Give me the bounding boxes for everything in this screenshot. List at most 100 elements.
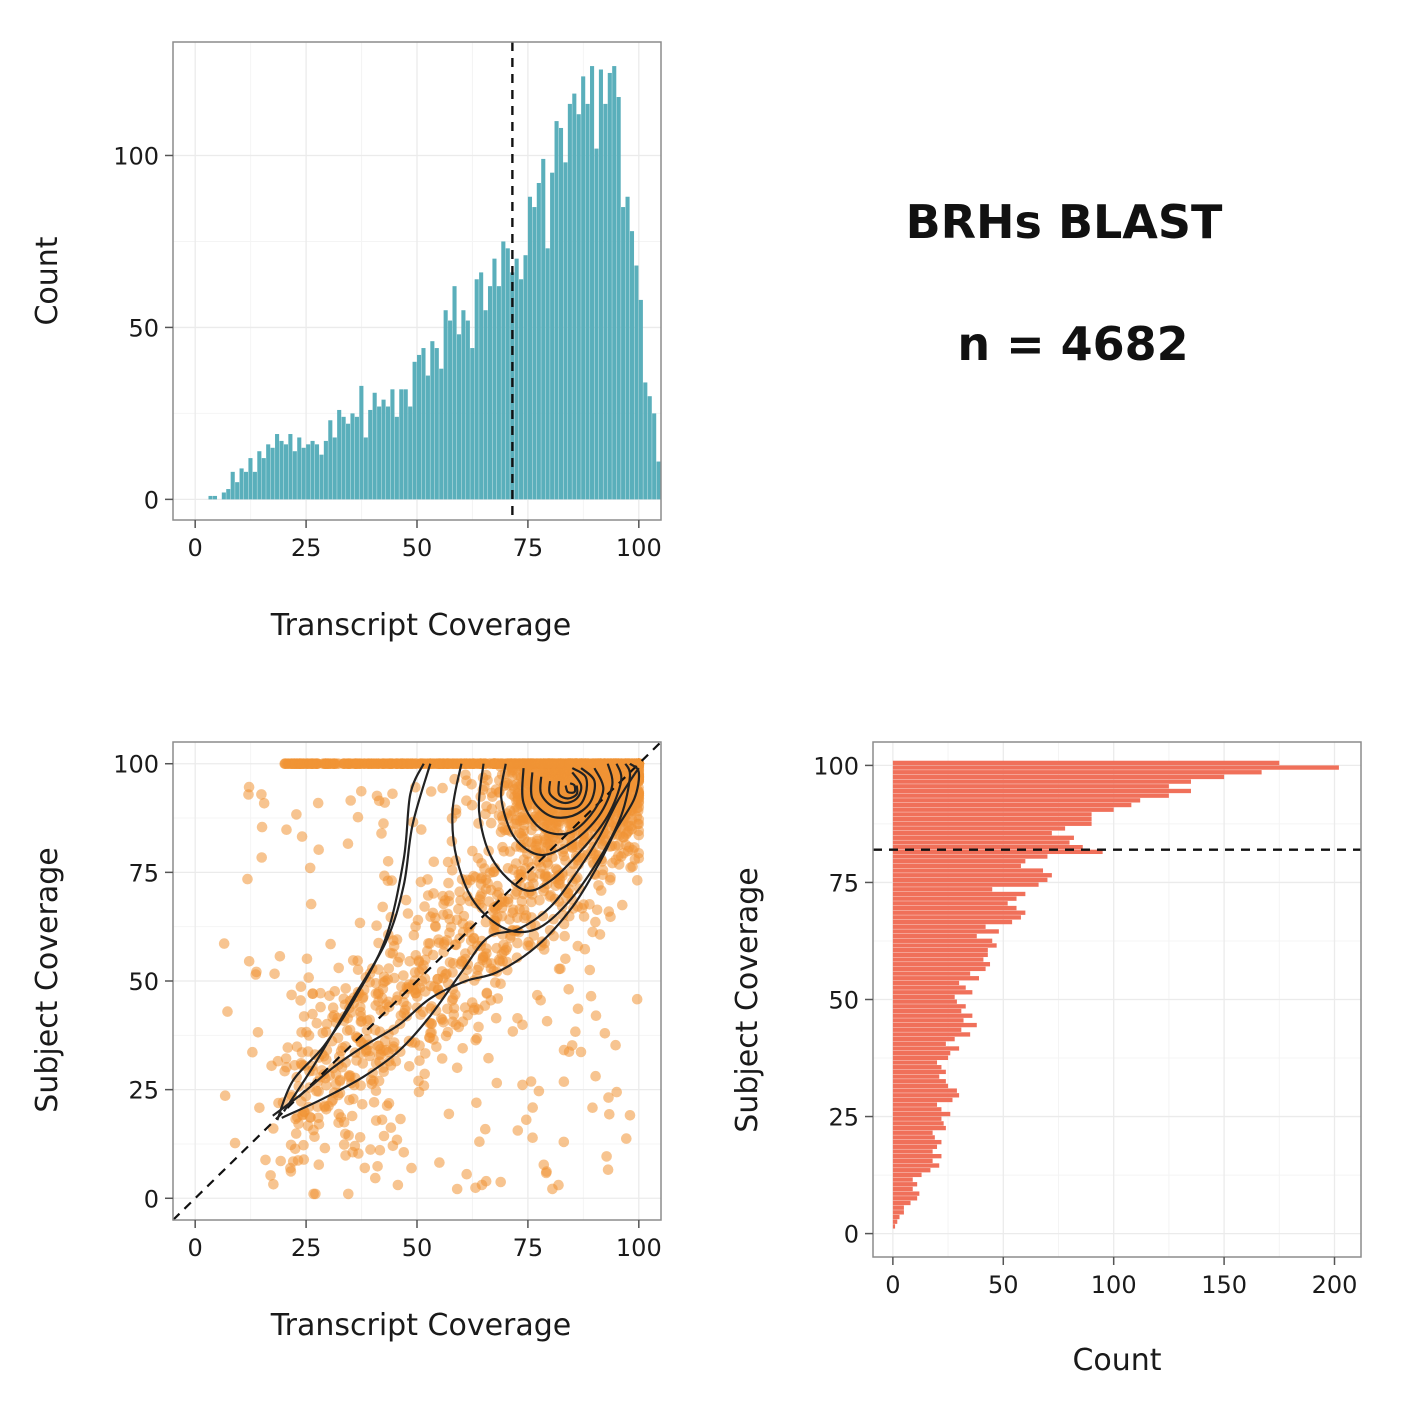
histogram-transcript-bar (585, 103, 590, 500)
scatter-point (343, 1070, 355, 1081)
scatter-point (307, 758, 318, 769)
scatter-point (385, 1122, 397, 1133)
scatter-point (617, 899, 628, 911)
scatter-point (469, 758, 480, 769)
histogram-subject-bar (892, 896, 1017, 901)
histogram-subject-bar (892, 863, 1021, 869)
scatter-point (419, 901, 430, 912)
histogram-subject-bar (892, 1036, 955, 1042)
scatter-point (344, 1094, 355, 1106)
scatter-point (321, 1018, 333, 1030)
scatter-point (438, 946, 450, 958)
scatter-point (218, 938, 230, 949)
scatter-point (388, 1041, 399, 1052)
histogram-transcript-bar (456, 334, 462, 500)
scatter-y-axis-title: Subject Coverage (30, 847, 65, 1112)
scatter-point (268, 1179, 279, 1190)
histogram-transcript-bar (545, 248, 550, 500)
scatter-point (468, 933, 480, 944)
scatter-point (321, 1054, 332, 1065)
scatter-point (401, 1010, 413, 1022)
scatter-point (281, 824, 292, 835)
scatter-point (385, 947, 396, 959)
scatter-point (341, 1025, 353, 1036)
scatter-point (311, 1085, 322, 1097)
scatter-point (490, 1012, 502, 1024)
scatter-point (388, 935, 399, 946)
scatter-point (587, 926, 598, 938)
histogram-transcript-bar (279, 440, 284, 500)
scatter-point (281, 1061, 292, 1073)
histogram-transcript-x-tick-label: 25 (291, 534, 322, 562)
scatter-point (274, 951, 286, 962)
histogram-transcript-bar (479, 272, 484, 500)
scatter-x-tick-label: 50 (402, 1234, 433, 1262)
histogram-transcript-bar (439, 368, 444, 500)
histogram-subject-bar (892, 924, 986, 929)
scatter-point (563, 818, 575, 829)
scatter-point (313, 1112, 324, 1124)
scatter-point (420, 1048, 431, 1059)
scatter-point (578, 835, 590, 847)
histogram-subject-bar (892, 868, 1044, 873)
scatter-point (538, 882, 550, 893)
histogram-subject-y-tick-label: 0 (844, 1221, 859, 1249)
histogram-transcript-bar (541, 158, 546, 500)
histogram-transcript-bar (341, 416, 346, 500)
scatter-point (446, 836, 458, 847)
scatter-point (460, 948, 471, 959)
stats-title: BRHs BLAST (906, 195, 1223, 249)
scatter-point (484, 758, 496, 769)
histogram-transcript-y-tick-label: 100 (113, 142, 159, 170)
histogram-transcript-bar (372, 392, 377, 500)
scatter-point (415, 876, 427, 888)
scatter-point (297, 758, 309, 769)
histogram-subject-bar (892, 1069, 946, 1075)
scatter-point (506, 767, 517, 778)
scatter-point (563, 984, 574, 995)
histogram-subject-bar (892, 901, 1008, 906)
histogram-subject-bar (892, 1079, 946, 1084)
scatter-point (433, 758, 444, 769)
scatter-point (564, 758, 576, 769)
scatter-point (290, 1128, 302, 1139)
scatter-point (457, 1043, 469, 1054)
scatter-point (445, 921, 457, 933)
histogram-subject-bar (892, 1027, 962, 1032)
histogram-transcript-bar (226, 489, 231, 500)
scatter-point (357, 1099, 368, 1110)
histogram-subject-bar (892, 1214, 900, 1220)
histogram-subject-x-tick-label: 100 (1091, 1271, 1137, 1299)
histogram-subject-bar (892, 1219, 898, 1224)
scatter-point (448, 958, 459, 969)
histogram-transcript-bar (448, 320, 453, 500)
scatter-point (538, 815, 549, 826)
scatter-point (558, 1136, 570, 1148)
scatter-point (540, 870, 551, 882)
density-contour (557, 781, 579, 800)
histogram-subject-bar (892, 854, 1048, 859)
scatter-point (576, 903, 588, 914)
scatter-point (495, 1176, 507, 1188)
histogram-subject-bar (892, 830, 1052, 836)
histogram-transcript-bar (443, 310, 448, 500)
stats-count: n = 4682 (957, 317, 1188, 371)
histogram-transcript-bar (501, 241, 506, 500)
scatter-point (627, 861, 638, 872)
scatter-point (547, 1183, 558, 1195)
scatter-y-tick-label: 100 (113, 751, 159, 779)
scatter-point (439, 937, 450, 948)
histogram-subject-bar (892, 774, 1225, 780)
scatter-point (523, 936, 534, 948)
scatter-point (370, 1172, 381, 1184)
density-contour (548, 771, 583, 805)
histogram-subject-bar (892, 1196, 918, 1201)
scatter-point (312, 797, 324, 809)
histogram-subject-bar (892, 1121, 944, 1126)
scatter-point (286, 1090, 297, 1101)
scatter-points (218, 758, 645, 1200)
scatter-point (424, 938, 436, 949)
histogram-transcript-bar (598, 69, 603, 500)
scatter-point (539, 836, 551, 848)
histogram-transcript-bar (634, 265, 639, 500)
